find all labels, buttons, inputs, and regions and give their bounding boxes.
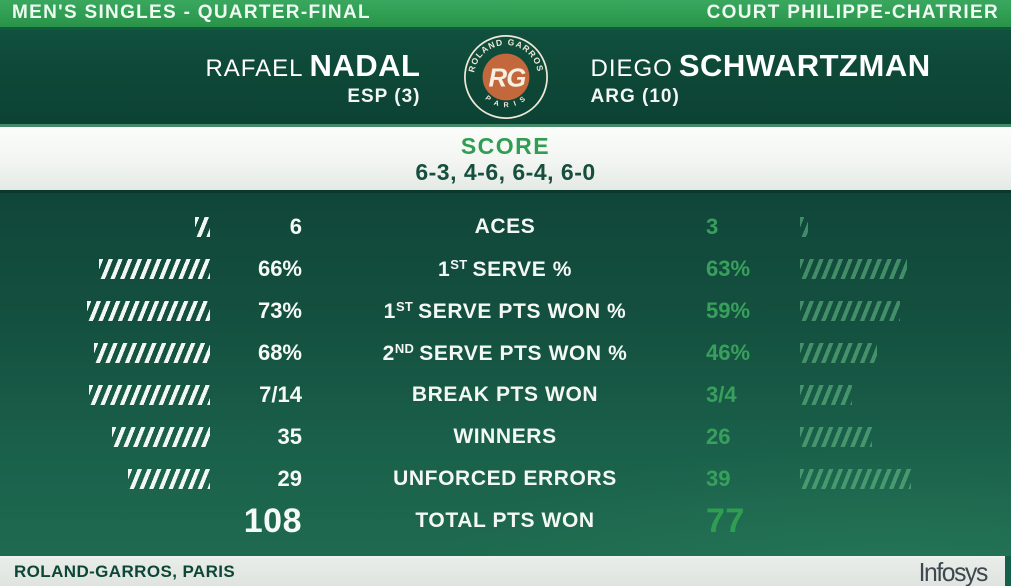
stat-row-first-serve-pct: 66% 1ST SERVE % 63% — [0, 248, 1011, 290]
player2-last-name: SCHWARTZMAN — [678, 48, 931, 83]
stat-row-aces: 6 ACES 3 — [0, 206, 1011, 248]
p1-value: 29 — [277, 466, 302, 491]
score-title: SCORE — [460, 132, 551, 159]
p2-value: 63% — [706, 256, 751, 281]
p2-value: 59% — [706, 298, 751, 323]
stat-label: 2ND SERVE PTS WON % — [382, 340, 628, 365]
p1-bar — [89, 385, 210, 405]
p2-value: 3 — [706, 214, 719, 239]
footer-bar: ROLAND-GARROS, PARIS Infosys — [0, 556, 1011, 586]
stat-row-total-pts-won: 108 TOTAL PTS WON 77 — [0, 500, 1011, 542]
venue-label: ROLAND-GARROS, PARIS — [14, 562, 236, 581]
p2-bar — [800, 301, 900, 321]
court-name: COURT PHILIPPE-CHATRIER — [706, 1, 999, 23]
p2-bar — [800, 217, 808, 237]
p1-bar — [128, 469, 210, 489]
p2-bar — [800, 385, 852, 405]
players-header: RAFAEL NADAL ESP (3) ROLAND GARROS P A R … — [0, 30, 1011, 124]
p1-bar — [112, 427, 210, 447]
event-round-title: MEN'S SINGLES - QUARTER-FINAL — [12, 1, 371, 23]
player2-first-name: DIEGO — [590, 55, 673, 82]
player2-block: DIEGO SCHWARTZMAN ARG (10) — [549, 48, 1011, 108]
stats-table: 6 ACES 3 66% 1ST SERVE % 63% 73% 1ST SERVE… — [0, 190, 1011, 556]
stat-label: 1ST SERVE PTS WON % — [383, 298, 627, 323]
stat-label: WINNERS — [453, 425, 557, 448]
stat-row-second-serve-pts-won: 68% 2ND SERVE PTS WON % 46% — [0, 332, 1011, 374]
roland-garros-logo: ROLAND GARROS P A R I S RG — [463, 34, 549, 120]
p2-value: 39 — [706, 466, 731, 491]
player1-block: RAFAEL NADAL ESP (3) — [0, 48, 463, 108]
stat-row-unforced-errors: 29 UNFORCED ERRORS 39 — [0, 458, 1011, 500]
p1-bar — [195, 217, 210, 237]
p1-bar — [87, 301, 210, 321]
stat-label: BREAK PTS WON — [411, 383, 599, 406]
stat-row-first-serve-pts-won: 73% 1ST SERVE PTS WON % 59% — [0, 290, 1011, 332]
logo-monogram: RG — [488, 65, 526, 93]
p2-value: 3/4 — [706, 382, 737, 407]
player1-first-name: RAFAEL — [205, 55, 304, 82]
p1-value: 66% — [257, 256, 302, 281]
p2-bar — [800, 427, 872, 447]
p2-bar — [800, 469, 911, 489]
player2-country-seed: ARG (10) — [590, 86, 680, 107]
score-band: SCORE 6-3, 4-6, 6-4, 6-0 — [0, 124, 1011, 190]
p2-value: 26 — [706, 424, 731, 449]
p1-value: 6 — [289, 214, 302, 239]
p2-bar — [800, 259, 907, 279]
p2-bar — [800, 343, 877, 363]
infosys-logo: Infosys — [918, 556, 989, 586]
stat-label: UNFORCED ERRORS — [393, 467, 617, 490]
stat-label: 1ST SERVE % — [437, 256, 573, 281]
p1-total-value: 108 — [243, 501, 302, 540]
player1-last-name: NADAL — [309, 48, 421, 83]
roland-garros-logo-icon: ROLAND GARROS P A R I S RG — [463, 35, 548, 119]
p2-value: 46% — [706, 340, 751, 365]
score-sets: 6-3, 4-6, 6-4, 6-0 — [415, 158, 596, 185]
player1-name: RAFAEL NADAL — [205, 48, 420, 84]
p1-value: 68% — [257, 340, 302, 365]
p1-value: 35 — [277, 424, 302, 449]
p1-value: 73% — [257, 298, 302, 323]
player1-country-seed: ESP (3) — [347, 86, 421, 107]
total-label: TOTAL PTS WON — [415, 509, 595, 532]
p1-value: 7/14 — [259, 382, 302, 407]
stat-row-break-pts-won: 7/14 BREAK PTS WON 3/4 — [0, 374, 1011, 416]
p2-total-value: 77 — [706, 501, 745, 540]
stat-row-winners: 35 WINNERS 26 — [0, 416, 1011, 458]
player2-name: DIEGO SCHWARTZMAN — [591, 48, 931, 84]
p1-bar — [99, 259, 210, 279]
p1-bar — [94, 343, 210, 363]
stat-label: ACES — [474, 215, 536, 238]
top-bar: MEN'S SINGLES - QUARTER-FINAL COURT PHIL… — [0, 0, 1011, 30]
